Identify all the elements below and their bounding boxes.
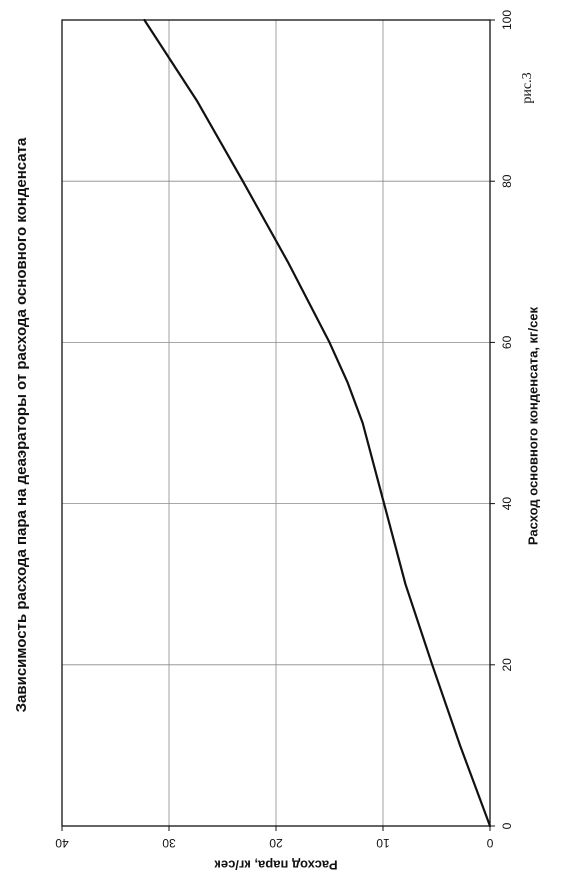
- y-tick-label: 30: [162, 836, 176, 850]
- chart-title: Зависимость расхода пара на деаэраторы о…: [13, 137, 30, 712]
- y-tick-label: 20: [269, 836, 283, 850]
- figure-label: рис.3: [520, 72, 535, 103]
- x-tick-label: 20: [500, 658, 514, 672]
- grid-lines: [61, 19, 495, 831]
- x-tick-label: 60: [500, 335, 514, 349]
- series-line: [143, 18, 492, 828]
- x-tick-label: 40: [500, 497, 514, 511]
- x-axis-label: Расход основного конденсата, кг/сек: [525, 306, 540, 545]
- y-tick-label: 0: [486, 836, 493, 850]
- x-tick-label: 0: [500, 822, 514, 829]
- y-tick-label: 10: [376, 836, 390, 850]
- y-axis-label: Расход пара, кг/сек: [214, 858, 338, 873]
- x-tick-label: 80: [500, 174, 514, 188]
- x-tick-label: 100: [500, 10, 514, 30]
- y-tick-label: 40: [55, 836, 69, 850]
- plot-frame: [61, 19, 491, 827]
